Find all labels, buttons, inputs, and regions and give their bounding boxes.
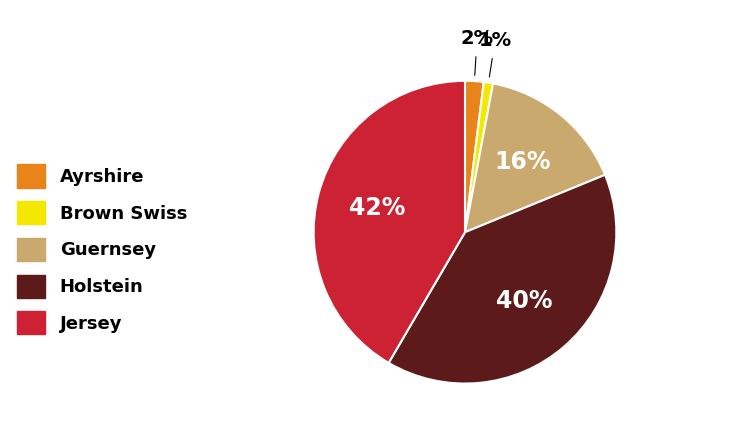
Wedge shape bbox=[465, 82, 493, 232]
Wedge shape bbox=[388, 175, 616, 384]
Text: 16%: 16% bbox=[494, 150, 550, 174]
Text: 40%: 40% bbox=[496, 289, 553, 313]
Wedge shape bbox=[314, 81, 465, 363]
Legend: Ayrshire, Brown Swiss, Guernsey, Holstein, Jersey: Ayrshire, Brown Swiss, Guernsey, Holstei… bbox=[16, 164, 188, 335]
Wedge shape bbox=[465, 83, 605, 232]
Text: 42%: 42% bbox=[350, 197, 406, 221]
Wedge shape bbox=[465, 81, 484, 232]
Text: 1%: 1% bbox=[478, 31, 512, 50]
Text: 2%: 2% bbox=[460, 29, 494, 48]
